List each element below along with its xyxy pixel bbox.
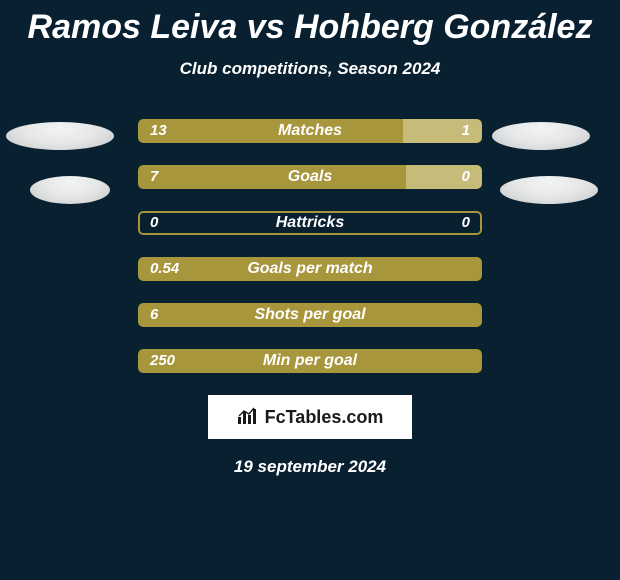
page-subtitle: Club competitions, Season 2024 bbox=[0, 59, 620, 79]
page-title: Ramos Leiva vs Hohberg González bbox=[0, 0, 620, 47]
player-shadow-ellipse bbox=[6, 122, 114, 150]
logo-text: FcTables.com bbox=[265, 407, 384, 428]
stat-row: 131Matches bbox=[138, 119, 482, 143]
stat-label: Goals bbox=[138, 165, 482, 189]
stat-row: 250Min per goal bbox=[138, 349, 482, 373]
chart-date: 19 september 2024 bbox=[0, 457, 620, 477]
stat-label: Goals per match bbox=[138, 257, 482, 281]
bar-chart-icon bbox=[237, 407, 259, 428]
stat-label: Min per goal bbox=[138, 349, 482, 373]
stat-row: 6Shots per goal bbox=[138, 303, 482, 327]
stat-label: Matches bbox=[138, 119, 482, 143]
fctables-logo: FcTables.com bbox=[208, 395, 412, 439]
stat-row: 70Goals bbox=[138, 165, 482, 189]
player-shadow-ellipse bbox=[500, 176, 598, 204]
stat-row: 0.54Goals per match bbox=[138, 257, 482, 281]
stat-row: 00Hattricks bbox=[138, 211, 482, 235]
stat-label: Hattricks bbox=[138, 211, 482, 235]
stat-label: Shots per goal bbox=[138, 303, 482, 327]
comparison-chart: 131Matches 70Goals 00Hattricks 0.54Goals pe… bbox=[0, 119, 620, 373]
player-shadow-ellipse bbox=[30, 176, 110, 204]
player-shadow-ellipse bbox=[492, 122, 590, 150]
